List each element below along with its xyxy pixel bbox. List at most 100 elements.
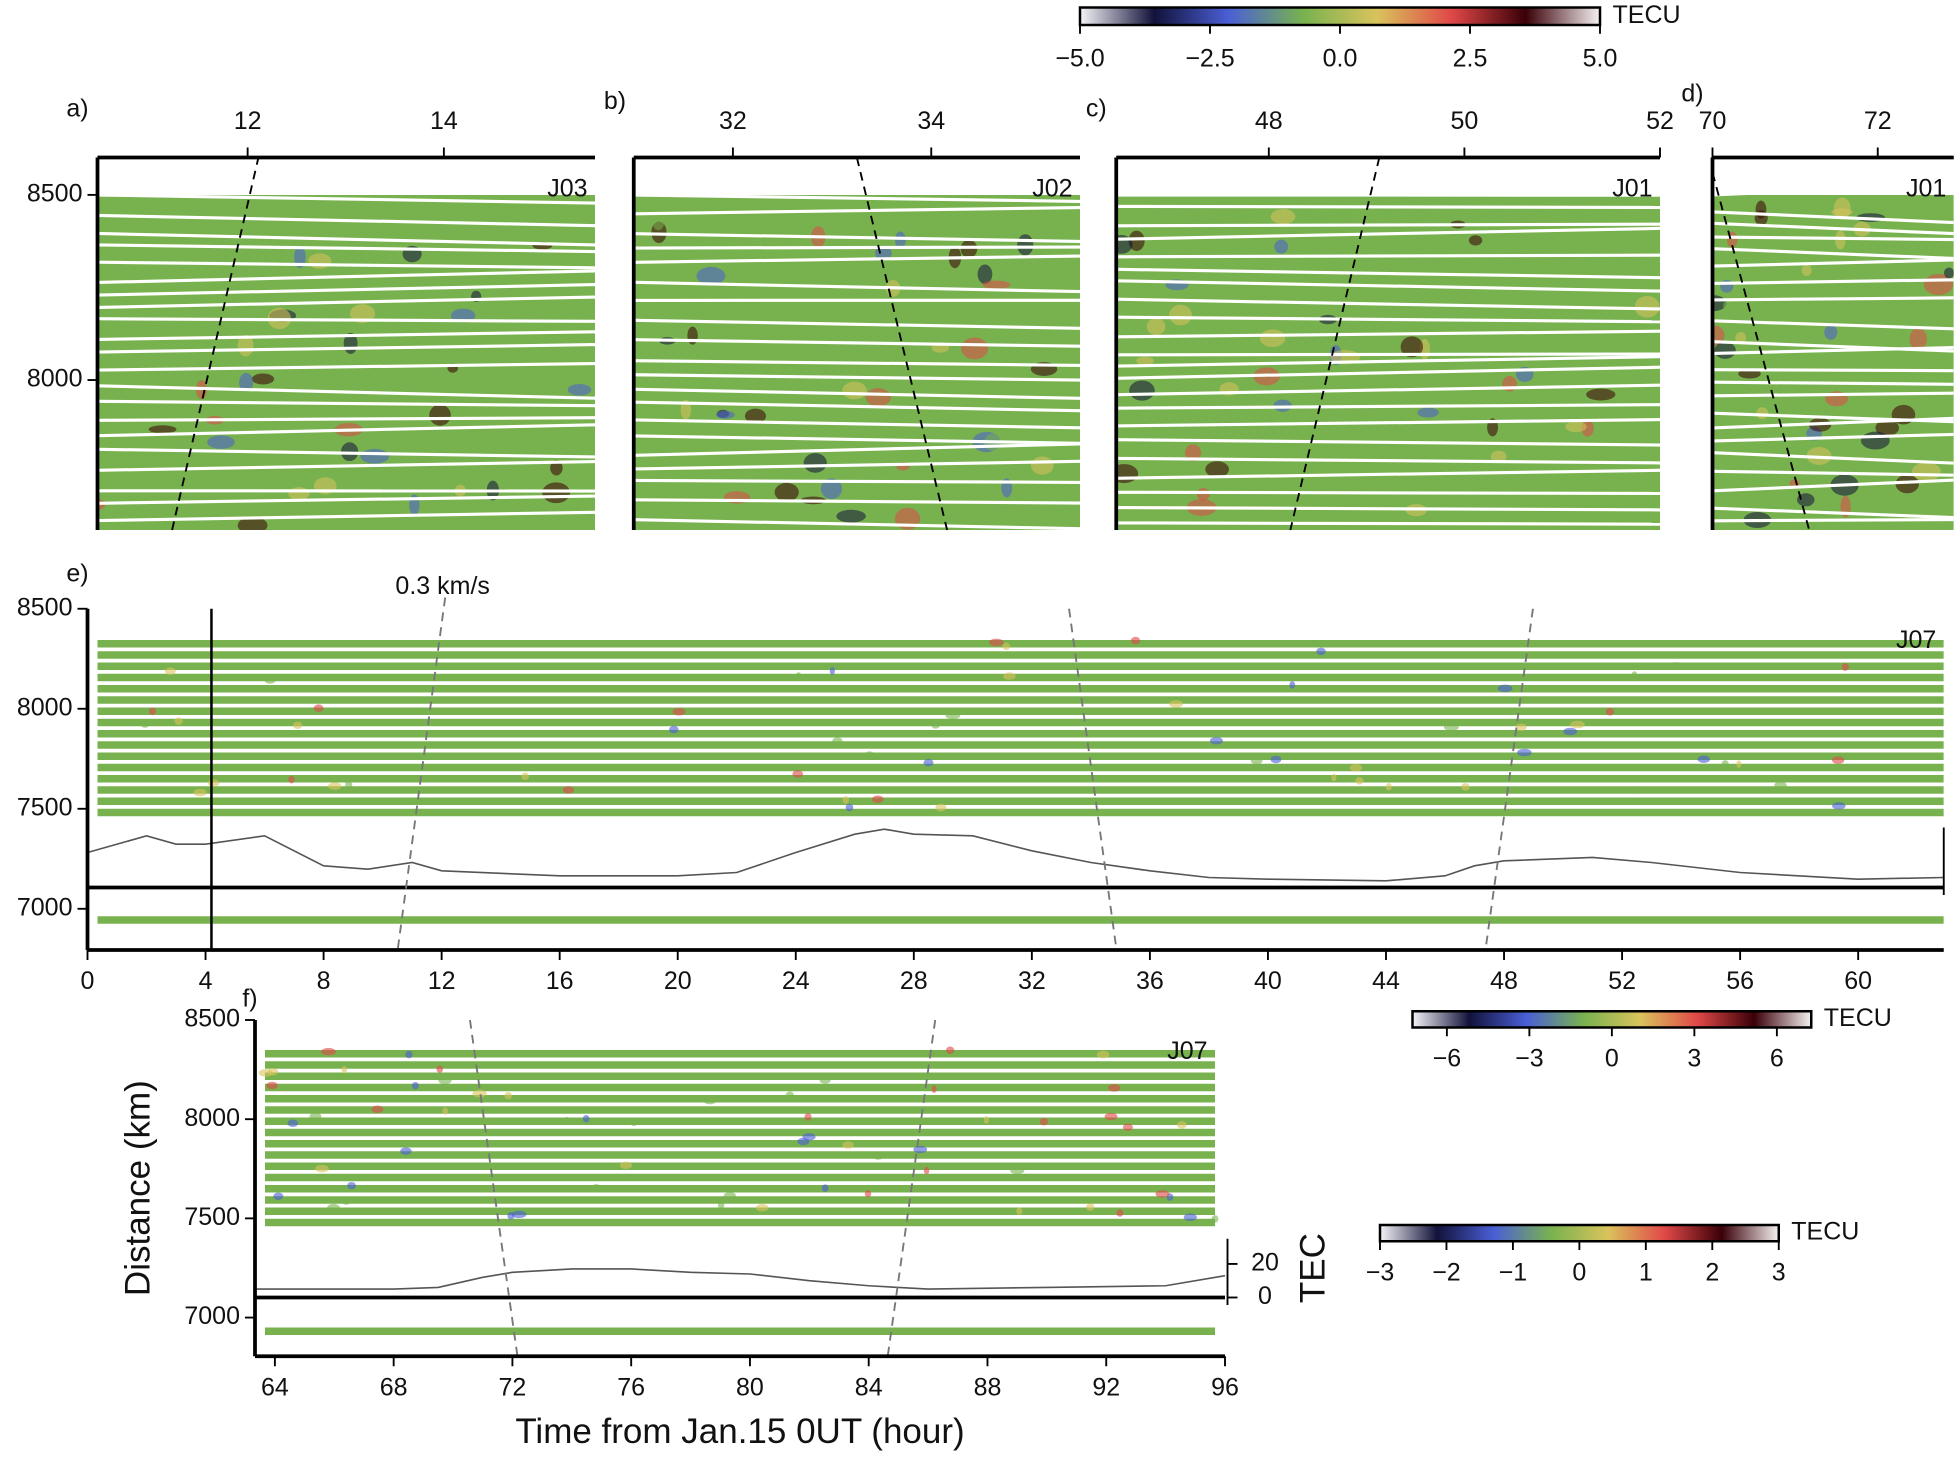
heatmap-row <box>97 718 1944 727</box>
heatmap-row <box>265 1207 1215 1215</box>
heatmap-blob <box>1721 760 1729 768</box>
y-tick-label: 8500 <box>17 593 73 621</box>
heatmap-gap <box>633 434 1080 445</box>
heatmap-blob <box>450 308 476 323</box>
heatmap-blob <box>1629 786 1639 794</box>
heatmap-blob <box>315 1164 329 1173</box>
y-tick-label: 7500 <box>17 793 73 821</box>
colorbar-tick-label: −2.5 <box>1185 45 1234 73</box>
heatmap-blob <box>785 1091 794 1100</box>
heatmap-blob <box>1497 684 1513 693</box>
heatmap-blob <box>961 337 989 360</box>
heatmap-row <box>265 1128 1215 1137</box>
heatmap-blob <box>829 667 835 675</box>
heatmap-blob <box>1316 647 1326 656</box>
heatmap-gap <box>633 418 1080 430</box>
x-tick-label: 48 <box>1490 967 1518 995</box>
heatmap-blob <box>1443 723 1459 731</box>
heatmap-blob <box>1039 1117 1049 1126</box>
heatmap-blob <box>313 704 324 712</box>
x-tick-label: 8 <box>317 967 331 995</box>
heatmap-blob <box>1797 493 1815 507</box>
heatmap-blob <box>703 1096 717 1105</box>
heatmap-gap <box>1116 417 1660 428</box>
x-tick-label: 56 <box>1726 967 1754 995</box>
heatmap-texture <box>97 157 595 531</box>
y2-axis-label: TEC <box>1293 1233 1332 1303</box>
heatmap-blob <box>1209 736 1223 745</box>
heatmap-row <box>97 651 1944 659</box>
x-tick-label: 70 <box>1699 107 1727 135</box>
heatmap-blob <box>1736 760 1742 768</box>
heatmap-blob <box>288 487 310 500</box>
heatmap-blob <box>511 518 541 531</box>
heatmap-blob <box>1122 1123 1133 1131</box>
colorbar-tick-label: 0 <box>1572 1258 1586 1286</box>
colorbar-tick-label: 0 <box>1605 1045 1619 1073</box>
y-tick-label: 8500 <box>184 1005 240 1033</box>
heatmap-blob <box>1211 1215 1219 1223</box>
x-tick-label: 16 <box>546 967 574 995</box>
heatmap-gap <box>633 373 1080 382</box>
heatmap-blob <box>1570 720 1585 729</box>
heatmap-blob <box>1400 336 1424 358</box>
heatmap-blob <box>983 1116 990 1124</box>
colorbar-tick-label: 6 <box>1770 1045 1784 1073</box>
heatmap-blob <box>1738 369 1761 379</box>
heatmap-blob <box>1136 356 1154 366</box>
heatmap-row <box>97 916 1944 924</box>
heatmap-gap <box>97 510 595 523</box>
heatmap-blob <box>1490 450 1507 463</box>
heatmap-blob <box>1289 681 1296 689</box>
heatmap-gap <box>1712 478 1954 493</box>
heatmap-blob <box>1668 662 1683 670</box>
heatmap-blob <box>1735 331 1747 344</box>
heatmap-empty <box>1116 157 1660 196</box>
heatmap-gap <box>633 400 1080 413</box>
heatmap-gap <box>633 442 1080 457</box>
y-axis-label: Distance (km) <box>118 1080 157 1296</box>
heatmap-gap <box>97 231 595 247</box>
heatmap-gap <box>1116 456 1660 465</box>
heatmap-texture <box>97 636 1944 924</box>
heatmap-empty <box>97 157 595 196</box>
x-tick-label: 40 <box>1254 967 1282 995</box>
x-tick-label: 28 <box>900 967 928 995</box>
x-tick-label: 68 <box>380 1373 408 1401</box>
heatmap-row <box>265 1106 1215 1114</box>
heatmap-blob <box>1385 783 1392 791</box>
heatmap-blob <box>755 1203 769 1212</box>
y-tick-label: 8000 <box>17 693 73 721</box>
heatmap-blob <box>1586 388 1616 401</box>
panel-label: c) <box>1086 95 1107 123</box>
heatmap-gap <box>1712 221 1954 236</box>
heatmap-gap <box>97 343 595 354</box>
heatmap-blob <box>1288 523 1310 531</box>
heatmap-gap <box>97 330 595 342</box>
heatmap-gap <box>97 283 595 297</box>
station-label: J02 <box>1032 175 1072 203</box>
heatmap-blob <box>328 782 342 790</box>
heatmap-row <box>265 1173 1215 1182</box>
heatmap-blob <box>931 1085 937 1093</box>
heatmap-gap <box>1116 204 1660 209</box>
x-tick-label: 20 <box>664 967 692 995</box>
heatmap-blob <box>872 1152 884 1160</box>
heatmap-gap <box>1712 247 1954 261</box>
heatmap-blob <box>1030 456 1054 475</box>
heatmap-row <box>97 797 1944 805</box>
heatmap-blob <box>1205 461 1229 478</box>
heatmap-blob <box>1270 209 1296 225</box>
heatmap-gap <box>1712 391 1954 398</box>
guide-line <box>396 597 447 951</box>
heatmap-gap <box>1712 210 1954 225</box>
heatmap-row <box>265 1061 1215 1069</box>
y-tick-label: 8000 <box>184 1104 240 1132</box>
heatmap-blob <box>672 707 686 716</box>
heatmap-blob <box>264 676 276 684</box>
heatmap-gap <box>633 459 1080 471</box>
heatmap-blob <box>1169 304 1192 326</box>
heatmap-blob <box>308 253 332 269</box>
colorbar <box>1078 6 1602 27</box>
panel-label: b) <box>604 87 626 115</box>
